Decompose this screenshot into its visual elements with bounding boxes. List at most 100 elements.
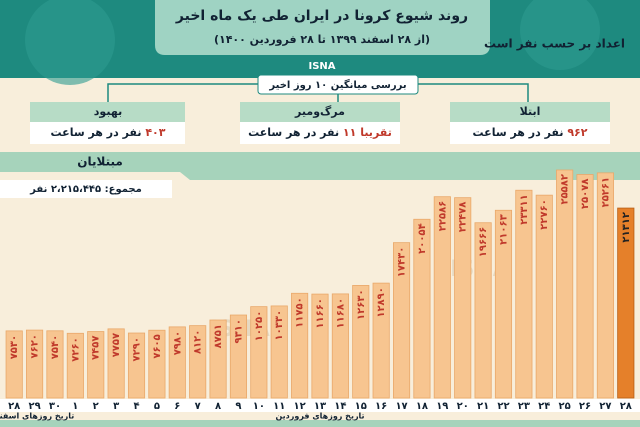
x-tick-label: ۱۳ — [314, 401, 326, 412]
x-tick-label: ۲ — [93, 401, 99, 412]
box-text: ۴۰۳ نفر در هر ساعت — [51, 126, 166, 139]
bar — [515, 189, 533, 399]
box-text: تقریبا ۱۱ نفر در هر ساعت — [248, 126, 392, 139]
total-box — [0, 180, 172, 198]
bar — [576, 174, 594, 399]
box-label: بهبود — [94, 105, 122, 118]
bar — [46, 330, 64, 399]
box-body — [30, 122, 185, 144]
box-unit: نفر در هر ساعت — [248, 126, 339, 139]
bar — [87, 331, 105, 399]
virus-decor — [520, 0, 600, 70]
value-label: ۷۷۵۷ — [111, 333, 122, 357]
bar — [127, 332, 146, 399]
bar — [433, 196, 451, 399]
value-label: ۷۶۰۵ — [152, 334, 163, 358]
value-label: ۷۲۶۰ — [70, 337, 81, 361]
x-tick-label: ۱۰ — [253, 401, 265, 412]
bar — [66, 332, 84, 399]
tick-strip — [0, 399, 640, 412]
value-label: ۱۷۴۳۰ — [397, 247, 408, 278]
x-tick-label: ۶ — [174, 401, 180, 412]
bar — [209, 319, 227, 399]
value-label: ۷۵۴۰ — [50, 335, 61, 359]
bar — [392, 242, 411, 399]
box-body — [450, 122, 610, 144]
value-label: ۲۲۵۸۶ — [437, 201, 448, 232]
bar — [26, 329, 44, 399]
box-deaths: مرگ‌ومیر تقریبا ۱۱ نفر در هر ساعت — [240, 102, 400, 144]
box-number: ۴۰۳ — [145, 126, 165, 139]
value-label: ۷۶۲۰ — [30, 334, 41, 358]
box-unit: نفر در هر ساعت — [473, 126, 564, 139]
bar — [291, 292, 309, 399]
value-label: ۲۵۰۷۸ — [580, 178, 591, 209]
bar — [535, 194, 553, 399]
x-tick-label: ۳۰ — [49, 401, 61, 412]
x-tick-label: ۲۵ — [559, 401, 571, 412]
x-tick-label: ۲۴ — [538, 401, 550, 412]
x-tick-label: ۱۹ — [436, 401, 448, 412]
value-label: ۱۱۷۵۰ — [295, 297, 306, 328]
x-tick-label: ۲۲ — [497, 401, 509, 412]
source: ISNA — [308, 61, 335, 72]
summary-title: بررسی میانگین ۱۰ روز اخیر — [268, 78, 406, 91]
value-label: ۲۲۷۶۰ — [539, 199, 550, 230]
value-label: ۱۲۸۹۰ — [376, 287, 387, 318]
value-label: ۱۹۶۶۶ — [478, 227, 489, 258]
bar — [556, 169, 574, 399]
x-tick-label: ۳ — [113, 401, 119, 412]
bar — [331, 293, 349, 399]
x-tick-label: ۵ — [154, 401, 160, 412]
value-label: ۱۱۶۶۰ — [315, 298, 326, 329]
bar — [189, 325, 207, 399]
x-tick-label: ۲۸ — [620, 401, 632, 412]
x-tick-label: ۱۲ — [294, 401, 306, 412]
subtitle: (از ۲۸ اسفند ۱۳۹۹ تا ۲۸ فروردین ۱۴۰۰) — [214, 33, 430, 46]
title-box — [155, 0, 490, 55]
box-label: ابتلا — [520, 105, 541, 118]
bar — [494, 209, 513, 399]
box-label: مرگ‌ومیر — [294, 104, 345, 118]
x-tick-label: ۷ — [195, 401, 201, 412]
bar — [250, 306, 268, 399]
x-axis-label: تاریخ روزهای فروردین — [275, 412, 364, 421]
value-label: ۹۳۱۰ — [233, 319, 244, 343]
bar — [454, 197, 472, 399]
box-number: ۹۶۲ — [567, 126, 587, 139]
value-label: ۷۴۵۷ — [91, 336, 102, 360]
value-label: ۱۱۶۸۰ — [335, 298, 346, 329]
value-label: ۸۱۲۰ — [193, 330, 204, 354]
unit-note: اعداد بر حسب نفر است — [484, 37, 625, 51]
x-tick-label: ۱۴ — [334, 401, 346, 412]
x-tick-label: ۲۷ — [599, 401, 611, 412]
x-axis-label: تاریخ روزهای اسفند — [0, 412, 74, 421]
value-label: ۲۲۴۷۸ — [458, 202, 469, 233]
bar — [5, 330, 23, 399]
box-text: ۹۶۲ نفر در هر ساعت — [473, 126, 588, 139]
value-label: ۱۲۶۳۰ — [356, 289, 367, 320]
box-cases: ابتلا ۹۶۲ نفر در هر ساعت — [450, 102, 610, 144]
bar — [148, 329, 166, 399]
x-tick-label: ۴ — [133, 401, 139, 412]
footer-band — [0, 420, 640, 427]
value-label: ۷۲۹۰ — [132, 337, 143, 361]
bar — [168, 326, 186, 399]
x-tick-label: ۱۵ — [355, 401, 367, 412]
chart-band — [0, 152, 640, 180]
box-unit: نفر در هر ساعت — [51, 126, 142, 139]
bar — [596, 172, 614, 399]
x-tick-label: ۲۶ — [579, 401, 591, 412]
box-header — [240, 102, 400, 122]
bar — [372, 282, 390, 399]
x-tick-label: ۸ — [215, 401, 221, 412]
x-tick-label: ۲۸ — [8, 401, 20, 412]
connector — [107, 83, 529, 102]
box-number: تقریبا ۱۱ — [343, 126, 392, 139]
title: روند شیوع کرونا در ایران طی یک ماه اخیر — [175, 8, 468, 24]
value-label: ۲۰۰۵۴ — [417, 223, 428, 254]
box-header — [30, 102, 185, 122]
x-tick-label: ۲۹ — [28, 401, 40, 412]
x-tick-label: ۱۶ — [375, 401, 387, 412]
